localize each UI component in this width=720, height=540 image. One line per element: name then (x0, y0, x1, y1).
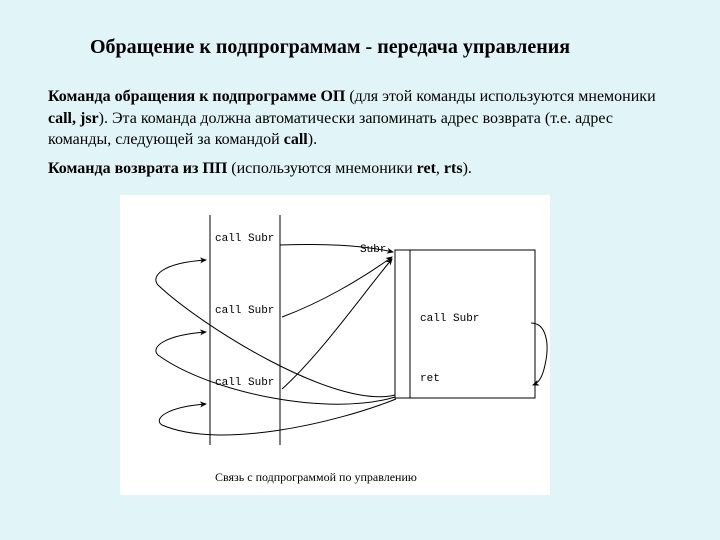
label-ret-in-box: ret (420, 373, 440, 385)
arrow-ret-back1 (156, 260, 395, 397)
label-subr: Subr (360, 244, 386, 256)
arrow-call3-to-subr (282, 259, 392, 389)
page-title: Обращение к подпрограммам - передача упр… (90, 36, 570, 59)
label-call-in-box: call Subr (420, 313, 479, 325)
label-call-1: call Subr (215, 233, 274, 245)
diagram-svg (120, 195, 550, 495)
label-call-3: call Subr (215, 377, 274, 389)
label-call-2: call Subr (215, 305, 274, 317)
arrow-ret-back3 (159, 399, 396, 435)
arrow-ret-back2 (156, 332, 395, 404)
diagram-caption: Связь с подпрограммой по управлению (215, 470, 417, 485)
control-flow-diagram: call Subr call Subr call Subr Subr call … (120, 195, 550, 495)
slide-page: Обращение к подпрограммам - передача упр… (0, 0, 720, 540)
arrow-call2-to-subr (282, 257, 392, 317)
paragraph-return: Команда возврата из ПП (используются мне… (48, 158, 668, 180)
paragraph-subroutine-call: Команда обращения к подпрограмме ОП (для… (48, 86, 668, 151)
